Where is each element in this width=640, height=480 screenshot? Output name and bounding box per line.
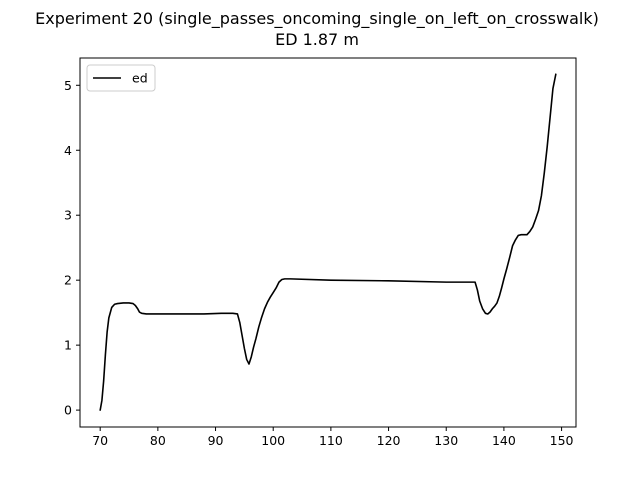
x-tick-label: 90 xyxy=(208,433,224,448)
x-tick-label: 130 xyxy=(434,433,458,448)
legend: ed xyxy=(86,64,156,92)
x-axis: 70 80 90 100 110 120 130 140 150 xyxy=(92,427,574,448)
x-tick-label: 100 xyxy=(261,433,285,448)
y-tick-label: 1 xyxy=(64,338,72,353)
plot-frame xyxy=(79,57,577,428)
chart-subtitle: ED 1.87 m xyxy=(275,30,359,49)
y-tick-label: 2 xyxy=(64,273,72,288)
x-tick-label: 150 xyxy=(550,433,574,448)
chart-title: Experiment 20 (single_passes_oncoming_si… xyxy=(35,9,599,29)
y-axis: 0 1 2 3 4 5 xyxy=(64,78,80,418)
y-tick-label: 5 xyxy=(64,78,72,93)
series-layer xyxy=(99,73,557,411)
y-tick-label: 4 xyxy=(64,143,72,158)
series-line-ed xyxy=(99,73,557,411)
y-tick-label: 0 xyxy=(64,403,72,418)
x-tick-label: 80 xyxy=(150,433,166,448)
x-tick-label: 120 xyxy=(377,433,401,448)
x-tick-label: 110 xyxy=(319,433,343,448)
y-tick-label: 3 xyxy=(64,208,72,223)
x-tick-label: 140 xyxy=(492,433,516,448)
legend-label-ed: ed xyxy=(132,71,148,86)
x-tick-label: 70 xyxy=(92,433,108,448)
